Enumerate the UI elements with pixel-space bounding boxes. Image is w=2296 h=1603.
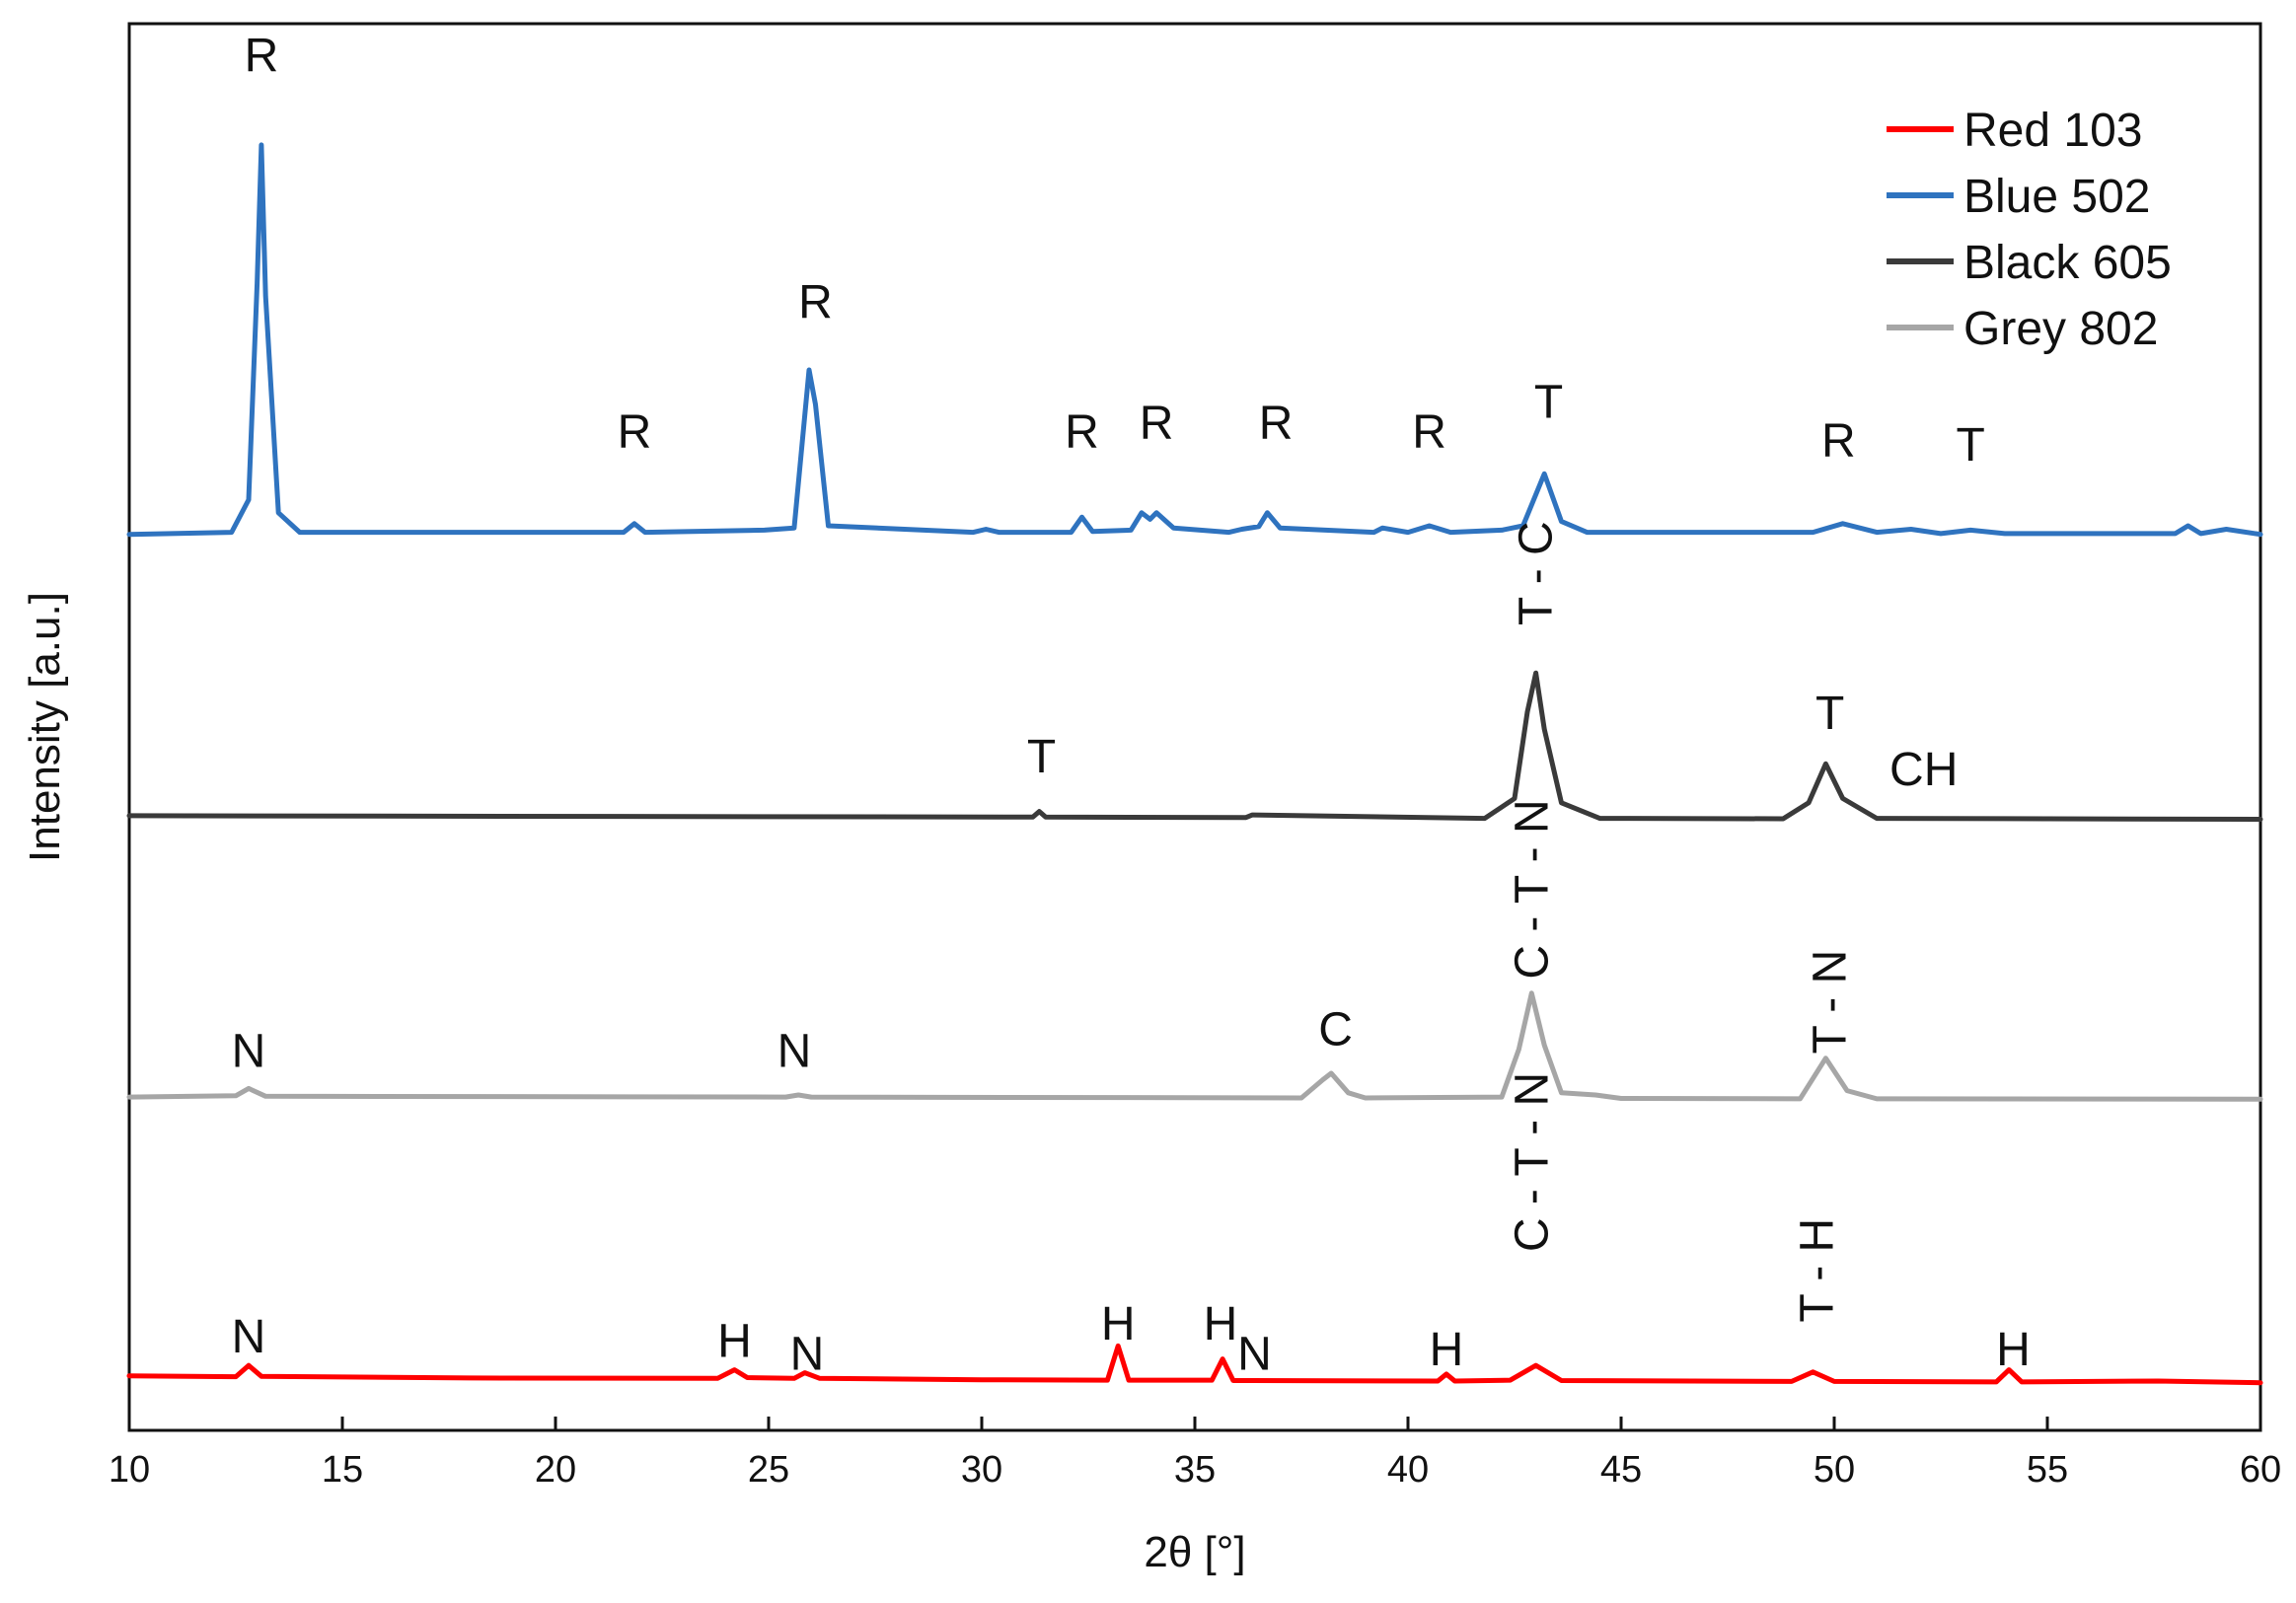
series-line-grey-802 <box>126 990 2263 1102</box>
peak-label: T - N <box>1805 950 1857 1055</box>
series-line-red-103 <box>126 1343 2263 1386</box>
x-tick-label: 20 <box>535 1449 576 1491</box>
peak-label: N <box>778 1025 812 1077</box>
x-axis-ticks: 10 15 20 25 30 35 40 45 50 55 60 <box>109 1417 2281 1491</box>
peak-label: H <box>1430 1324 1464 1376</box>
peak-label: R <box>1821 415 1856 468</box>
peak-label: N <box>1237 1329 1272 1381</box>
x-tick-label: 55 <box>2027 1449 2068 1491</box>
peak-label: R <box>1412 406 1446 459</box>
x-tick-label: 50 <box>1814 1449 1855 1491</box>
peak-label: H <box>1204 1298 1238 1350</box>
peak-label: N <box>232 1025 266 1077</box>
peak-label: C - T - N <box>1506 799 1558 979</box>
peak-label: R <box>1065 406 1099 459</box>
peak-label: T <box>1815 688 1844 740</box>
peak-label: T - C <box>1511 521 1563 625</box>
series-line-black-605 <box>126 670 2263 822</box>
plot-frame <box>127 22 2262 1432</box>
x-tick-label: 40 <box>1387 1449 1429 1491</box>
legend-label-blue-502: Blue 502 <box>1963 171 2151 223</box>
legend: Red 103 Blue 502 Black 605 Grey 802 <box>1887 105 2172 355</box>
peak-label: R <box>1140 398 1174 450</box>
peak-label: N <box>232 1311 266 1363</box>
peak-label: T <box>1534 376 1563 428</box>
peak-label: R <box>245 30 279 82</box>
peak-label: R <box>798 276 833 328</box>
peak-label: T <box>1957 419 1985 472</box>
peak-label: R <box>1259 398 1294 450</box>
series-layer <box>126 142 2263 1386</box>
peak-label: C - T - N <box>1506 1072 1558 1252</box>
peak-label: T - H <box>1792 1218 1844 1323</box>
peak-label: C <box>1318 1004 1353 1057</box>
series-line-blue-502 <box>126 142 2263 538</box>
x-tick-label: 10 <box>109 1449 150 1491</box>
y-axis-title: Intensity [a.u.] <box>21 592 69 862</box>
peak-label: H <box>717 1315 752 1367</box>
peak-label: N <box>790 1329 825 1381</box>
peak-label: R <box>618 406 652 459</box>
peak-label: H <box>1101 1298 1136 1350</box>
legend-label-red-103: Red 103 <box>1963 105 2142 157</box>
peak-label: T <box>1027 731 1056 783</box>
legend-label-grey-802: Grey 802 <box>1963 303 2158 355</box>
peak-label: CH <box>1889 744 1958 796</box>
peak-label: H <box>1996 1324 2031 1376</box>
x-tick-label: 25 <box>748 1449 789 1491</box>
legend-label-black-605: Black 605 <box>1963 237 2172 289</box>
x-tick-label: 30 <box>961 1449 1002 1491</box>
x-axis-title: 2θ [°] <box>1144 1528 1245 1576</box>
x-tick-label: 45 <box>1600 1449 1642 1491</box>
x-tick-label: 35 <box>1174 1449 1216 1491</box>
x-tick-label: 15 <box>322 1449 363 1491</box>
x-tick-label: 60 <box>2240 1449 2281 1491</box>
